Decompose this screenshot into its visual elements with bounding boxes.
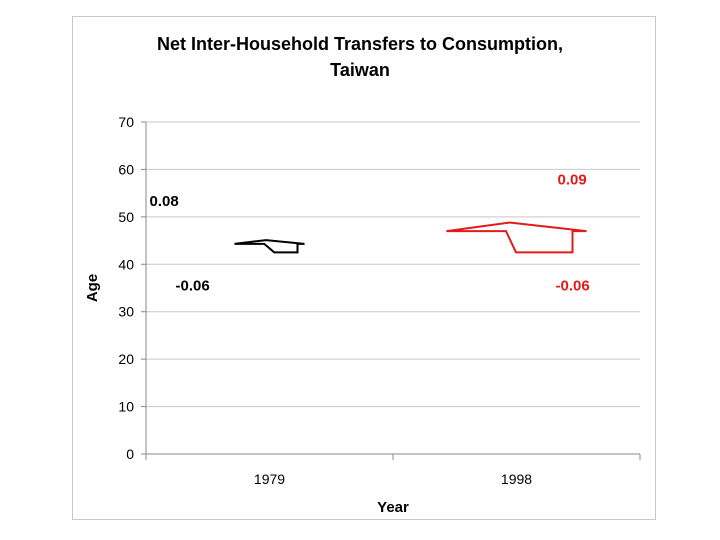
x-tick-label: 1998 <box>501 471 532 487</box>
inflow-value-label-1979: 0.08 <box>150 193 179 210</box>
y-tick-label: 20 <box>118 351 134 367</box>
y-tick-label: 30 <box>118 304 134 320</box>
x-tick-label: 1979 <box>254 471 285 487</box>
y-tick-label: 40 <box>118 256 134 272</box>
y-axis-label: Age <box>84 274 101 302</box>
x-axis-label: Year <box>377 499 409 516</box>
y-tick-label: 70 <box>118 114 134 130</box>
y-tick-label: 50 <box>118 209 134 225</box>
axes: 0 10 20 30 40 50 60 70 1979 1998 <box>118 114 641 487</box>
chart-frame <box>72 16 656 520</box>
y-tick-label: 10 <box>118 399 134 415</box>
inflow-value-label-1998: 0.09 <box>558 172 587 189</box>
outflow-value-label-1979: -0.06 <box>176 277 210 294</box>
outflow-value-label-1998: -0.06 <box>556 277 590 294</box>
chart-title: Net Inter-Household Transfers to Consump… <box>156 34 564 54</box>
y-tick-label: 0 <box>126 446 134 462</box>
gridlines <box>146 121 640 408</box>
chart-subtitle: Taiwan <box>330 60 390 80</box>
transfer-arrow-1998 <box>446 221 587 254</box>
y-tick-label: 60 <box>118 161 134 177</box>
transfer-arrow-1979 <box>234 239 305 254</box>
chart-marks: 0.08 -0.06 0.09 -0.06 <box>150 172 590 295</box>
